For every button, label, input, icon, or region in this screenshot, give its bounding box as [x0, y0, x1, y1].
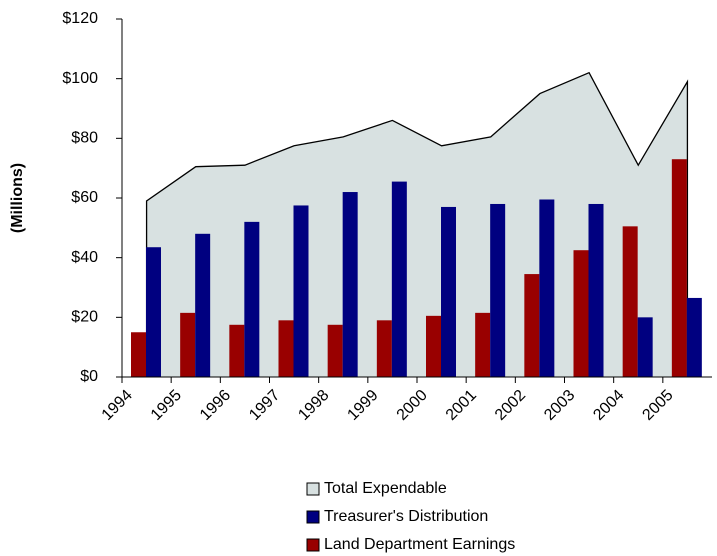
- x-tick-label: 2005: [639, 387, 676, 424]
- area: [146, 72, 688, 377]
- bar: [327, 324, 343, 377]
- legend-swatch: [306, 538, 320, 552]
- y-tick-label: $60: [71, 189, 98, 206]
- x-tick-label: 2004: [590, 387, 627, 424]
- x-tick-label: 1995: [148, 387, 185, 424]
- bar: [391, 181, 407, 377]
- bar: [195, 233, 211, 377]
- y-tick-label: $40: [71, 249, 98, 266]
- bar: [671, 159, 687, 377]
- legend-swatch: [306, 510, 320, 524]
- legend-label: Treasurer's Distribution: [324, 508, 488, 525]
- bar: [475, 312, 491, 377]
- bar: [686, 297, 702, 377]
- y-tick-label: $100: [62, 70, 98, 87]
- area-outline: [145, 71, 689, 377]
- bar: [622, 226, 638, 377]
- bar: [490, 203, 506, 377]
- legend-label: Land Department Earnings: [324, 536, 515, 553]
- bar: [244, 221, 260, 377]
- bar: [180, 312, 196, 377]
- legend-swatch: [306, 482, 320, 496]
- bar: [637, 317, 653, 377]
- y-axis-label: (Millions): [9, 163, 26, 233]
- bar: [539, 199, 555, 377]
- bar: [293, 205, 309, 377]
- y-tick-label: $20: [71, 309, 98, 326]
- y-tick-label: $80: [71, 130, 98, 147]
- x-tick-label: 2002: [492, 387, 529, 424]
- x-tick-label: 1998: [295, 387, 332, 424]
- x-tick-label: 2001: [443, 387, 480, 424]
- bar: [441, 206, 456, 377]
- x-tick-label: 2003: [541, 387, 578, 424]
- bar: [426, 315, 441, 377]
- bar: [573, 250, 589, 377]
- x-tick-label: 2000: [394, 387, 431, 424]
- bar: [146, 247, 161, 377]
- y-tick-label: $120: [62, 10, 98, 27]
- bar: [229, 324, 245, 377]
- x-tick-label: 1996: [197, 387, 234, 424]
- bar: [342, 192, 358, 377]
- bar: [376, 320, 392, 377]
- x-tick-label: 1999: [344, 387, 381, 424]
- x-tick-label: 1994: [99, 387, 136, 424]
- bar: [131, 332, 146, 377]
- legend-label: Total Expendable: [324, 480, 447, 497]
- y-tick-label: $0: [80, 368, 98, 385]
- bar: [524, 274, 540, 377]
- bar: [278, 320, 294, 377]
- bar: [588, 203, 604, 377]
- x-tick-label: 1997: [246, 387, 283, 424]
